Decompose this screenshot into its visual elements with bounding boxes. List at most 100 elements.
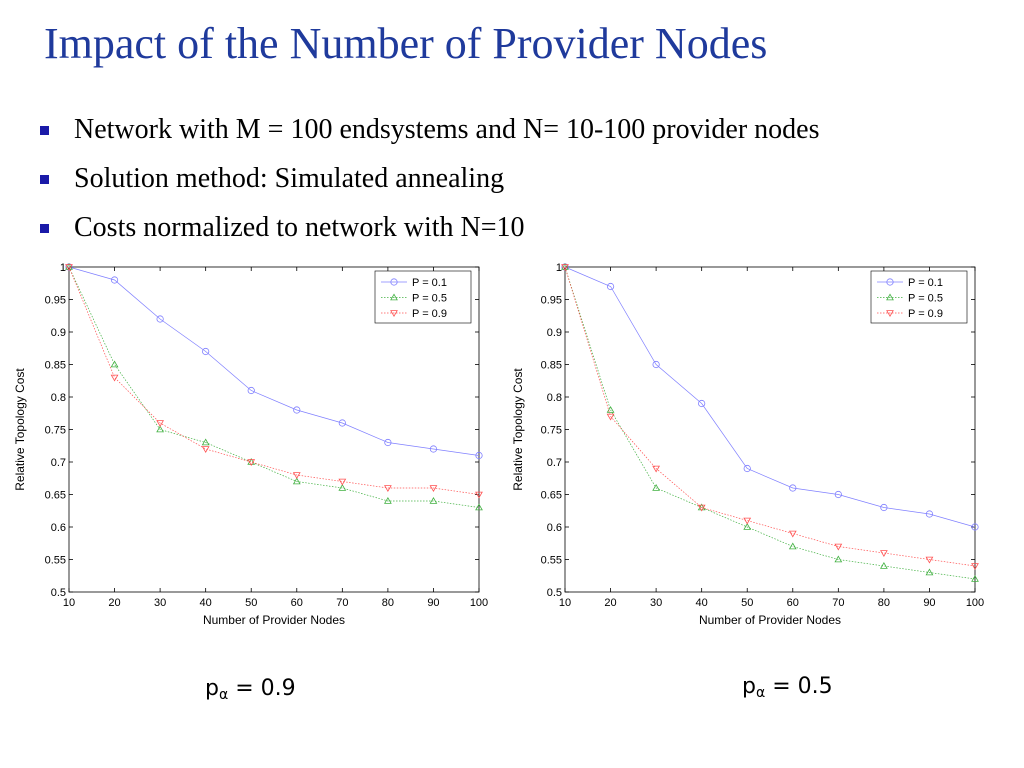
chart-right: 0.5 0.55 0.6 0.65 0.7 0.75 0.8 0.85 0.9 0.95 1 10 20… (511, 262, 984, 627)
data-point (925, 568, 934, 576)
series-line (68, 266, 480, 508)
y-tick-label: 1 (556, 262, 562, 274)
legend-label: P = 0.1 (412, 277, 447, 289)
data-point (202, 347, 210, 356)
series-line (564, 266, 976, 528)
caption-value: = 0.9 (228, 676, 296, 701)
y-tick-label: 0.75 (541, 425, 562, 437)
caption-prefix: p (205, 676, 219, 701)
data-point (879, 550, 888, 558)
bullet-text: Costs normalized to network with N=10 (74, 212, 525, 243)
data-point (971, 523, 979, 531)
caption-value: = 0.5 (765, 674, 833, 699)
caption-p-alpha-left: pα = 0.9 (205, 676, 296, 703)
data-point (338, 419, 346, 427)
legend: P = 0.1 P = 0.5 P = 0.9 (870, 270, 968, 324)
data-point (338, 478, 347, 486)
y-tick-label: 0.95 (541, 295, 562, 307)
y-axis-label: Relative Topology Cost (13, 368, 27, 491)
x-tick-label: 40 (200, 597, 212, 609)
legend-label: P = 0.1 (908, 277, 943, 289)
data-point (698, 399, 706, 408)
y-tick-label: 0.95 (45, 295, 66, 307)
y-tick-label: 0.65 (541, 490, 562, 502)
caption-prefix: p (742, 674, 756, 699)
data-point (652, 465, 661, 473)
data-point (292, 477, 301, 485)
data-point (834, 555, 843, 563)
legend-marker (886, 293, 894, 301)
x-tick-label: 60 (787, 597, 799, 609)
x-tick-label: 70 (336, 597, 348, 609)
y-tick-label: 0.75 (45, 425, 66, 437)
bullet-list: Network with M = 100 endsystems and N= 1… (36, 110, 820, 257)
x-tick-label: 30 (154, 597, 166, 609)
slide-title: Impact of the Number of Provider Nodes (44, 19, 768, 68)
x-tick-label: 70 (832, 597, 844, 609)
data-point (971, 563, 979, 571)
legend-label: P = 0.9 (412, 308, 447, 320)
y-tick-label: 0.9 (547, 327, 562, 339)
legend-label: P = 0.5 (908, 293, 943, 305)
x-tick-label: 80 (382, 597, 394, 609)
data-point (429, 496, 438, 504)
caption-p-alpha-right: pα = 0.5 (742, 674, 833, 701)
bullet-text: Solution method: Simulated annealing (74, 163, 505, 194)
y-tick-label: 1 (60, 262, 66, 274)
bullet-item: Network with M = 100 endsystems and N= 1… (36, 110, 820, 159)
bullet-text: Network with M = 100 endsystems and N= 1… (74, 114, 820, 145)
legend: P = 0.1 P = 0.5 P = 0.9 (374, 270, 472, 324)
data-point (338, 483, 347, 491)
x-tick-label: 90 (923, 597, 935, 609)
data-point (293, 406, 301, 414)
data-point (879, 561, 888, 569)
y-tick-label: 0.55 (541, 555, 562, 567)
legend-marker (886, 278, 894, 286)
data-point (156, 420, 165, 428)
x-tick-label: 50 (245, 597, 257, 609)
data-point (156, 315, 164, 323)
legend-box (870, 270, 968, 324)
data-point (880, 503, 888, 512)
x-tick-label: 10 (559, 597, 571, 609)
data-point (156, 425, 165, 433)
data-point (383, 496, 392, 504)
legend-marker (390, 278, 398, 286)
caption-subscript: α (755, 685, 766, 701)
x-tick-label: 30 (650, 597, 662, 609)
legend-box (374, 270, 472, 324)
caption-subscript: α (218, 687, 229, 703)
x-axis-label: Number of Provider Nodes (699, 613, 841, 627)
y-tick-label: 0.5 (51, 587, 66, 599)
x-tick-label: 100 (470, 597, 488, 609)
square-bullet-icon (40, 175, 49, 184)
x-tick-label: 50 (741, 597, 753, 609)
square-bullet-icon (40, 224, 49, 233)
data-point (925, 510, 934, 518)
bullet-item: Solution method: Simulated annealing (36, 159, 820, 208)
series-3 (561, 264, 979, 571)
legend-marker (390, 310, 398, 318)
x-tick-label: 20 (108, 597, 120, 609)
data-point (652, 483, 661, 491)
y-tick-label: 0.85 (45, 360, 66, 372)
data-point (247, 386, 255, 395)
x-tick-label: 100 (966, 597, 984, 609)
data-point (652, 360, 660, 369)
legend-label: P = 0.5 (412, 293, 447, 305)
data-point (788, 530, 797, 538)
data-point (834, 490, 842, 499)
data-point (110, 360, 119, 368)
data-point (606, 282, 615, 291)
data-point (743, 464, 751, 473)
data-point (292, 472, 301, 480)
data-point (65, 264, 73, 272)
data-point (475, 491, 483, 499)
x-tick-label: 60 (291, 597, 303, 609)
y-tick-label: 0.7 (547, 457, 562, 469)
y-tick-label: 0.6 (51, 522, 66, 534)
x-axis-label: Number of Provider Nodes (203, 613, 345, 627)
y-tick-label: 0.9 (51, 327, 66, 339)
y-tick-label: 0.65 (45, 490, 66, 502)
data-point (925, 556, 934, 564)
